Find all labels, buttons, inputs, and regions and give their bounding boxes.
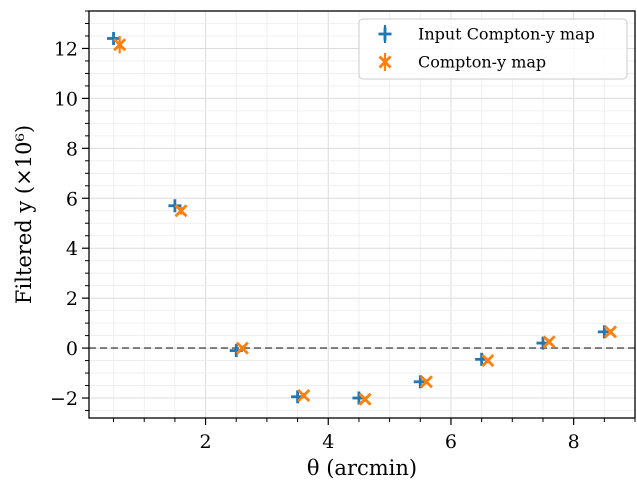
data-marker	[113, 38, 127, 52]
y-tick-label: 2	[66, 288, 78, 310]
legend: Input Compton-y map Compton-y map	[358, 18, 628, 80]
y-tick-label: 6	[66, 188, 78, 210]
marker-stroke	[419, 375, 433, 389]
y-tick-label: 0	[66, 338, 78, 360]
x-tick-label: 2	[200, 431, 212, 453]
marker-stroke	[297, 389, 311, 403]
marker-stroke	[542, 335, 556, 349]
x-tick-label: 6	[445, 431, 457, 453]
data-point	[174, 204, 188, 218]
y-tick-label: 8	[66, 138, 78, 160]
data-marker	[174, 204, 188, 218]
y-axis-label: Filtered y (×10⁶)	[12, 125, 36, 304]
plot-data	[107, 31, 617, 406]
legend-marker	[378, 55, 392, 69]
data-point	[542, 335, 556, 349]
data-point	[297, 389, 311, 403]
data-point	[113, 35, 127, 54]
x-tick-label: 8	[568, 431, 580, 453]
data-marker	[603, 325, 617, 339]
plot-frame	[88, 10, 636, 419]
data-point	[168, 199, 182, 213]
legend-marker	[378, 27, 392, 41]
y-tick-label: −2	[50, 388, 78, 410]
data-marker	[419, 375, 433, 389]
data-point	[603, 325, 617, 339]
axis-ticks: 2 4 6 8 −2 0 2 4 6 8 10 12	[50, 10, 636, 453]
data-point	[419, 375, 433, 389]
marker-stroke	[235, 341, 249, 355]
data-marker	[235, 341, 249, 355]
marker-stroke	[358, 392, 372, 406]
legend-label: Input Compton-y map	[418, 25, 595, 44]
data-point	[107, 31, 121, 45]
y-tick-label: 4	[66, 238, 78, 260]
data-marker	[168, 199, 182, 213]
data-marker	[107, 31, 121, 45]
data-point	[358, 392, 372, 406]
marker-stroke	[174, 204, 188, 218]
marker-stroke	[113, 38, 127, 52]
legend-label: Compton-y map	[418, 53, 546, 72]
marker-stroke	[603, 325, 617, 339]
data-point	[235, 341, 249, 355]
data-marker	[358, 392, 372, 406]
data-marker	[297, 389, 311, 403]
y-tick-label: 10	[54, 88, 78, 110]
x-axis-label: θ (arcmin)	[307, 456, 417, 480]
y-tick-label: 12	[54, 38, 78, 60]
marker-stroke	[378, 55, 392, 69]
data-point	[481, 354, 495, 368]
legend-box	[358, 18, 628, 80]
data-marker	[481, 354, 495, 368]
x-tick-label: 4	[322, 431, 334, 453]
series-compton-y	[113, 35, 617, 406]
data-marker	[542, 335, 556, 349]
marker-stroke	[481, 354, 495, 368]
